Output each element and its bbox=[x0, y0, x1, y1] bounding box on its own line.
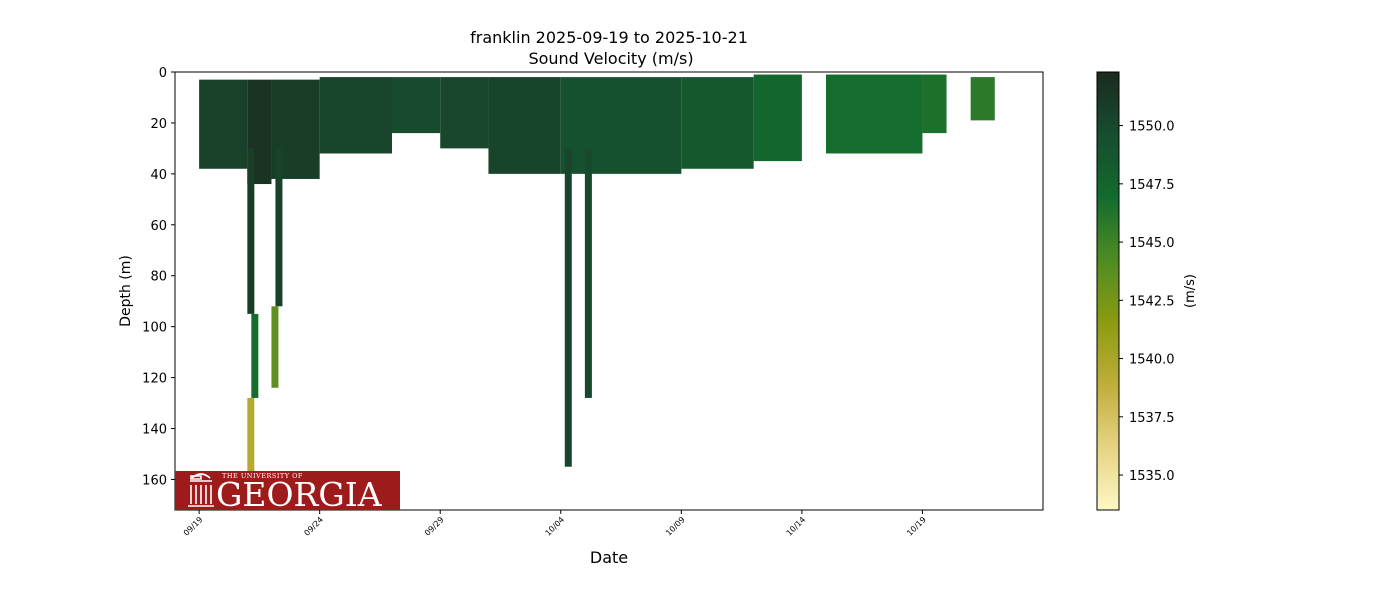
y-tick-label-100: 100 bbox=[142, 321, 167, 336]
profile-segment-10 bbox=[826, 74, 923, 154]
deep-cast-4 bbox=[271, 306, 279, 388]
profile-segment-3 bbox=[319, 77, 392, 154]
x-tick-label-09/24: 09/24 bbox=[302, 515, 325, 538]
x-tick-label-10/19: 10/19 bbox=[905, 515, 928, 538]
colorbar-label: (m/s) bbox=[1183, 274, 1198, 308]
profile-segment-6 bbox=[488, 77, 561, 174]
profile-segment-9 bbox=[753, 74, 802, 162]
colorbar-scale bbox=[1096, 71, 1120, 511]
colorbar-tick-label-1535: 1535.0 bbox=[1129, 469, 1175, 484]
deep-cast-6 bbox=[584, 148, 592, 398]
x-tick-label-09/29: 09/29 bbox=[423, 515, 446, 538]
profile-segment-0 bbox=[199, 79, 248, 169]
y-axis: 0 20 40 60 80 100 120 140 160 bbox=[142, 66, 175, 488]
profile-segment-8 bbox=[681, 77, 754, 169]
arch-icon bbox=[188, 473, 214, 507]
y-axis-label: Depth (m) bbox=[118, 255, 134, 327]
logo-university-text: THE UNIVERSITY OF bbox=[222, 472, 303, 480]
y-tick-label-160: 160 bbox=[142, 473, 167, 488]
deep-cast-5 bbox=[564, 148, 572, 467]
y-tick-label-60: 60 bbox=[150, 219, 167, 234]
logo-background bbox=[175, 471, 400, 510]
colorbar: 1535.0 1537.5 1540.0 1542.5 1545.0 1547.5 1550… bbox=[1096, 71, 1198, 511]
chart-subtitle: Sound Velocity (m/s) bbox=[528, 49, 693, 68]
profile-segment-4 bbox=[392, 77, 441, 134]
colorbar-tick-label-1537.5: 1537.5 bbox=[1129, 411, 1175, 426]
data-marks bbox=[199, 74, 995, 475]
deep-cast-0 bbox=[247, 148, 255, 314]
colorbar-tick-label-1550: 1550.0 bbox=[1129, 120, 1175, 135]
chart-title: franklin 2025-09-19 to 2025-10-21 bbox=[470, 28, 748, 47]
colorbar-tick-label-1545: 1545.0 bbox=[1129, 236, 1175, 251]
plot-area bbox=[175, 72, 1043, 510]
x-axis: 09/19 09/24 09/29 10/04 10/09 10/14 10/19 bbox=[182, 510, 928, 538]
profile-segment-11 bbox=[922, 74, 947, 134]
y-tick-label-40: 40 bbox=[150, 168, 167, 183]
deep-cast-1 bbox=[251, 313, 259, 398]
logo-georgia-text: GEORGIA bbox=[216, 475, 383, 514]
y-tick-label-0: 0 bbox=[159, 66, 167, 81]
y-tick-label-140: 140 bbox=[142, 423, 167, 438]
y-tick-label-80: 80 bbox=[150, 270, 167, 285]
colorbar-ticks: 1535.0 1537.5 1540.0 1542.5 1545.0 1547.5 1550… bbox=[1119, 120, 1175, 484]
x-tick-label-10/09: 10/09 bbox=[664, 515, 687, 538]
deep-cast-2 bbox=[247, 397, 255, 475]
profile-segment-5 bbox=[440, 77, 489, 149]
plot-frame bbox=[174, 71, 1044, 511]
x-tick-label-09/19: 09/19 bbox=[182, 515, 205, 538]
profile-segment-7 bbox=[560, 77, 682, 174]
university-logo: THE UNIVERSITY OF GEORGIA bbox=[175, 471, 400, 514]
colorbar-tick-label-1540: 1540.0 bbox=[1129, 353, 1175, 368]
x-axis-label: Date bbox=[590, 548, 628, 567]
x-tick-label-10/04: 10/04 bbox=[544, 515, 567, 538]
colorbar-tick-label-1547.5: 1547.5 bbox=[1129, 178, 1175, 193]
deep-cast-3 bbox=[275, 148, 283, 307]
y-tick-label-20: 20 bbox=[150, 117, 167, 132]
x-tick-label-10/14: 10/14 bbox=[785, 515, 808, 538]
profile-segment-12 bbox=[970, 77, 995, 121]
colorbar-tick-label-1542.5: 1542.5 bbox=[1129, 294, 1175, 309]
y-tick-label-120: 120 bbox=[142, 372, 167, 387]
